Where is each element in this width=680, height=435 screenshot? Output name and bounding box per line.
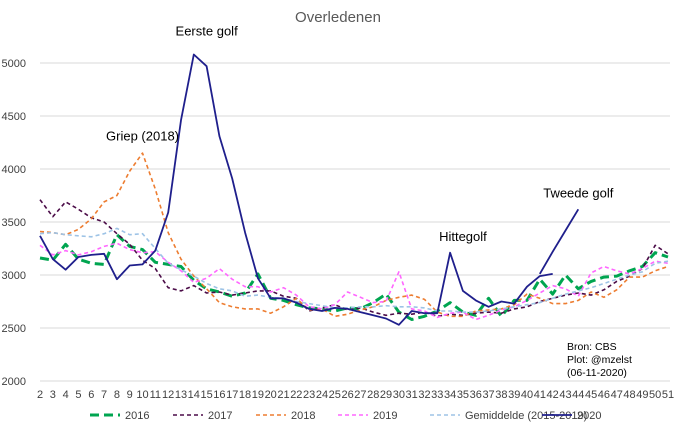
x-tick-label: 2: [37, 389, 43, 401]
x-tick-label: 15: [200, 389, 212, 401]
x-tick-label: 27: [354, 389, 366, 401]
x-tick-label: 45: [585, 389, 597, 401]
y-tick-label: 2500: [2, 323, 26, 335]
x-tick-label: 9: [127, 389, 133, 401]
x-tick-label: 43: [559, 389, 571, 401]
series-line: [39, 53, 553, 326]
x-tick-label: 39: [508, 389, 520, 401]
x-tick-label: 19: [252, 389, 264, 401]
x-tick-label: 23: [303, 389, 315, 401]
x-tick-label: 24: [316, 389, 328, 401]
x-tick-label: 3: [50, 389, 56, 401]
x-tick-label: 41: [534, 389, 546, 401]
x-tick-label: 31: [406, 389, 418, 401]
x-tick-label: 11: [150, 389, 161, 401]
x-tick-label: 35: [457, 389, 469, 401]
x-tick-label: 36: [470, 389, 482, 401]
legend-label: 2019: [373, 410, 397, 422]
annotation-label: Hittegolf: [439, 229, 487, 244]
y-tick-label: 2000: [2, 376, 26, 388]
y-tick-label: 5000: [2, 58, 26, 70]
legend: 2016 2017 2018 2019 Gemiddelde (2015-2019)20…: [90, 410, 601, 422]
x-tick-label: 38: [495, 389, 507, 401]
x-tick-label: 48: [623, 389, 635, 401]
x-tick-label: 28: [367, 389, 379, 401]
x-axis: 2 3 4 5 6 7 8 9 10 11 12 13 14 15 16 17 18 19 20 21 22 23 24 25…: [37, 389, 674, 401]
x-tick-label: 34: [444, 389, 456, 401]
legend-label: 2017: [208, 410, 232, 422]
x-tick-label: 17: [226, 389, 238, 401]
y-tick-label: 3000: [2, 270, 26, 282]
x-tick-label: 30: [393, 389, 405, 401]
plot-lines: [39, 53, 669, 326]
x-tick-label: 22: [290, 389, 302, 401]
x-tick-label: 12: [162, 389, 174, 401]
x-tick-label: 21: [277, 389, 289, 401]
x-tick-label: 26: [341, 389, 353, 401]
x-tick-label: 10: [136, 389, 148, 401]
x-tick-label: 7: [101, 389, 107, 401]
chart-title: Overledenen: [295, 9, 381, 26]
x-tick-label: 32: [418, 389, 430, 401]
annotation-label: Griep (2018): [106, 128, 179, 143]
gridlines: [40, 62, 670, 382]
x-tick-label: 16: [213, 389, 225, 401]
series-line: [39, 242, 669, 321]
x-tick-label: 46: [598, 389, 610, 401]
series-line: [39, 233, 669, 321]
x-tick-label: 33: [431, 389, 443, 401]
annotation-label: Tweede golf: [543, 186, 613, 201]
x-tick-label: 14: [188, 389, 200, 401]
x-tick-label: 49: [636, 389, 648, 401]
x-tick-label: 6: [88, 389, 94, 401]
source-note-line: (06-11-2020): [567, 367, 627, 379]
y-tick-label: 3500: [2, 217, 26, 229]
series-line: [39, 152, 669, 318]
x-tick-label: 37: [482, 389, 494, 401]
annotations: Eerste golf Griep (2018) Hittegolf Tweede g…: [106, 23, 614, 244]
x-tick-label: 40: [521, 389, 533, 401]
y-tick-label: 4000: [2, 164, 26, 176]
legend-label: Gemiddelde (2015-2019): [465, 410, 587, 422]
annotation-label: Eerste golf: [176, 23, 239, 38]
y-axis: 2000 2500 3000 3500 4000 4500 5000: [2, 58, 26, 388]
x-tick-label: 18: [239, 389, 251, 401]
x-tick-label: 50: [649, 389, 661, 401]
x-tick-label: 4: [63, 389, 69, 401]
legend-label: 2018: [291, 410, 315, 422]
legend-label: 2016: [125, 410, 149, 422]
series-line: [539, 208, 580, 275]
x-tick-label: 8: [114, 389, 120, 401]
x-tick-label: 42: [547, 389, 559, 401]
y-tick-label: 4500: [2, 111, 26, 123]
x-tick-label: 29: [380, 389, 392, 401]
x-tick-label: 20: [265, 389, 277, 401]
source-note-line: Bron: CBS: [567, 341, 617, 353]
x-tick-label: 51: [662, 389, 674, 401]
x-tick-label: 44: [572, 389, 584, 401]
x-tick-label: 13: [175, 389, 187, 401]
source-note-line: Plot: @mzelst: [567, 354, 632, 366]
source-note: Bron: CBS Plot: @mzelst (06-11-2020): [567, 341, 632, 379]
legend-label: 2020: [577, 410, 601, 422]
x-tick-label: 25: [329, 389, 341, 401]
x-tick-label: 47: [611, 389, 623, 401]
x-tick-label: 5: [75, 389, 81, 401]
series-line: [39, 227, 669, 313]
